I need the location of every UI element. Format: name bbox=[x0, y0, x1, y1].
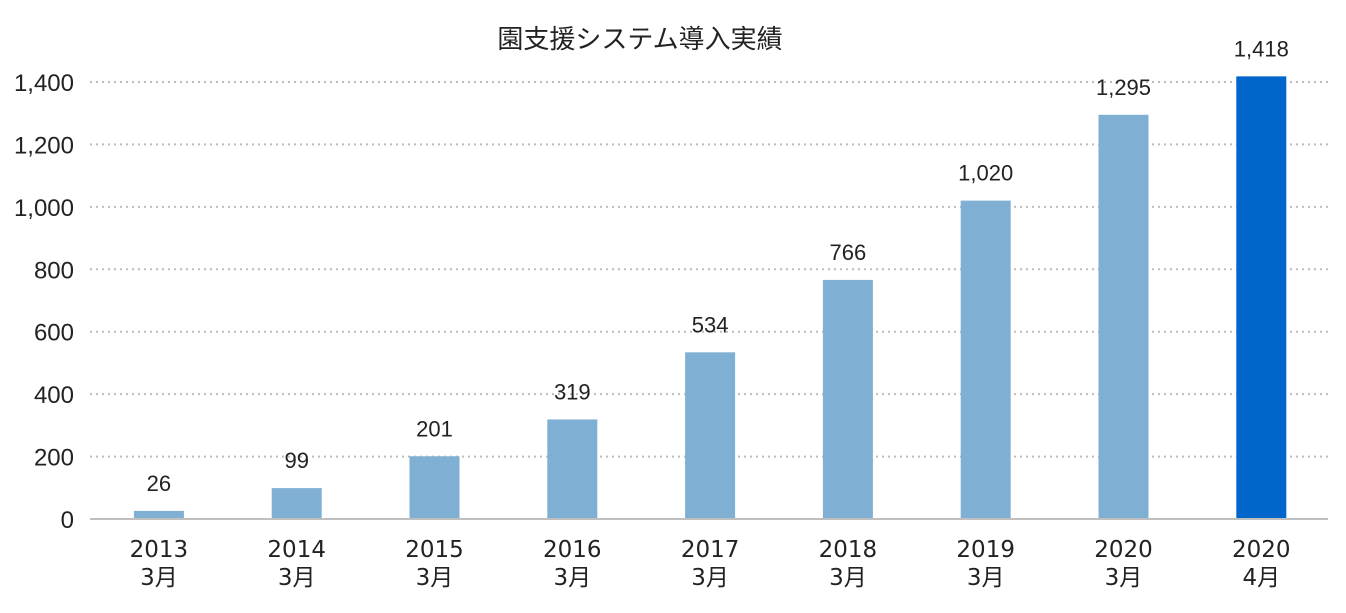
bar bbox=[822, 279, 873, 519]
bar bbox=[1236, 76, 1287, 519]
x-axis-tick-labels: 2013 3月 2014 3月 2015 3月 2016 3月 2017 3月 2018 3月 2019… bbox=[130, 537, 1291, 591]
bar bbox=[409, 456, 460, 519]
bars bbox=[133, 76, 1287, 520]
x-tick-label: 2014 3月 bbox=[267, 537, 326, 591]
chart-title: 園支援システム導入実績 bbox=[497, 25, 782, 55]
y-tick-label: 600 bbox=[34, 320, 74, 347]
y-tick-label: 400 bbox=[34, 382, 74, 409]
bar bbox=[1098, 114, 1149, 520]
bar bbox=[960, 200, 1011, 519]
y-axis-tick-labels: 0 200 400 600 800 1,000 1,200 1,400 bbox=[14, 70, 74, 534]
y-tick-label: 1,400 bbox=[14, 70, 74, 97]
x-tick-label: 2013 3月 bbox=[130, 537, 189, 591]
y-tick-label: 0 bbox=[61, 507, 74, 534]
x-tick-label: 2020 3月 bbox=[1094, 537, 1153, 591]
y-tick-label: 1,000 bbox=[14, 195, 74, 222]
data-label: 99 bbox=[284, 448, 308, 473]
y-tick-label: 1,200 bbox=[14, 132, 74, 159]
bar bbox=[271, 488, 322, 519]
x-tick-label: 2019 3月 bbox=[956, 537, 1015, 591]
y-tick-label: 800 bbox=[34, 257, 74, 284]
x-tick-label: 2018 3月 bbox=[819, 537, 878, 591]
bar bbox=[547, 419, 598, 519]
data-label: 26 bbox=[147, 471, 171, 496]
x-tick-label: 2016 3月 bbox=[543, 537, 602, 591]
y-tick-label: 200 bbox=[34, 445, 74, 472]
x-tick-label: 2020 4月 bbox=[1232, 537, 1291, 591]
data-labels: 26 99 201 319 534 766 1,020 1,295 1,418 bbox=[147, 36, 1289, 496]
data-label: 1,418 bbox=[1234, 36, 1289, 61]
x-tick-label: 2015 3月 bbox=[405, 537, 464, 591]
data-label: 1,020 bbox=[958, 161, 1013, 186]
data-label: 534 bbox=[692, 312, 729, 337]
bar bbox=[685, 352, 736, 519]
data-label: 766 bbox=[830, 240, 867, 265]
data-label: 201 bbox=[416, 416, 453, 441]
data-label: 1,295 bbox=[1096, 75, 1151, 100]
data-label: 319 bbox=[554, 379, 591, 404]
x-tick-label: 2017 3月 bbox=[681, 537, 740, 591]
bar bbox=[133, 510, 184, 519]
